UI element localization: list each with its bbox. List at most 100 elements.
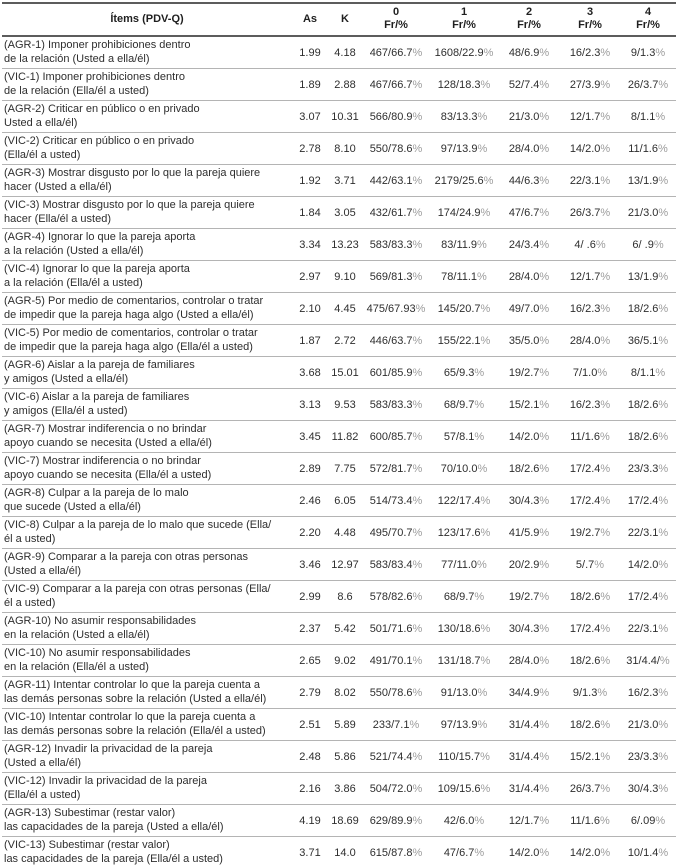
kurtosis-cell: 4.45 xyxy=(334,302,356,315)
fr-3-cell: 28/4.0% xyxy=(569,334,611,347)
percent-sign: % xyxy=(595,238,606,251)
asymmetry-cell: 1.92 xyxy=(299,174,321,187)
fr-4-cell: 18/2.6% xyxy=(627,430,669,443)
fr-2-cell: 19/2.7% xyxy=(508,366,550,379)
fr-1-cell: 57/8.1% xyxy=(443,430,485,443)
kurtosis-cell: 3.71 xyxy=(334,174,356,187)
fr-2-cell: 31/4.4% xyxy=(508,750,550,763)
fr-4-cell: 11/1.6% xyxy=(628,142,668,155)
asymmetry-cell: 2.99 xyxy=(299,590,321,603)
kurtosis-cell: 3.05 xyxy=(334,206,356,219)
fr-3-cell: 11/1.6% xyxy=(570,430,610,443)
percent-sign: % xyxy=(658,398,669,411)
item-label: (VIC-2) Criticar en público o en privado… xyxy=(4,135,195,161)
fr-1-cell: 68/9.7% xyxy=(443,590,485,603)
fr-1-cell: 47/6.7% xyxy=(443,846,485,859)
percent-sign: % xyxy=(480,494,491,507)
table-row: (VIC-12) Invadir la privacidad de la par… xyxy=(2,772,676,805)
fr-3-cell: 18/2.6% xyxy=(569,718,611,731)
fr-1-cell: 83/13.3% xyxy=(440,110,488,123)
asymmetry-cell: 3.68 xyxy=(299,366,321,379)
percent-sign: % xyxy=(658,494,669,507)
percent-sign: % xyxy=(412,206,423,219)
table-body: (AGR-1) Imponer prohibiciones dentro de l… xyxy=(2,36,676,865)
percent-sign: % xyxy=(412,78,423,91)
percent-sign: % xyxy=(658,430,669,443)
fr-2-cell: 48/6.9% xyxy=(508,46,550,59)
fr-4-cell: 6/ .9% xyxy=(632,238,664,251)
fr-1-cell: 65/9.3% xyxy=(443,366,485,379)
item-label: (VIC-12) Invadir la privacidad de la par… xyxy=(4,775,207,801)
percent-sign: % xyxy=(659,654,670,667)
fr-3-cell: 14/2.0% xyxy=(569,142,611,155)
percent-sign: % xyxy=(600,590,611,603)
kurtosis-cell: 3.86 xyxy=(334,782,356,795)
fr-4-cell: 17/2.4% xyxy=(627,590,669,603)
percent-sign: % xyxy=(412,494,423,507)
percent-sign: % xyxy=(600,78,611,91)
item-label: (AGR-8) Culpar a la pareja de lo malo que… xyxy=(4,487,189,513)
table-row: (AGR-11) Intentar controlar lo que la pa… xyxy=(2,676,676,709)
percent-sign: % xyxy=(539,462,550,475)
col-header-k: K xyxy=(341,13,349,25)
col-header-fr3-unit: Fr/% xyxy=(578,19,602,31)
item-label: (VIC-9) Comparar a la pareja con otras p… xyxy=(4,583,271,609)
percent-sign: % xyxy=(539,334,550,347)
fr-2-cell: 18/2.6% xyxy=(508,462,550,475)
percent-sign: % xyxy=(539,686,550,699)
fr-4-cell: 21/3.0% xyxy=(627,206,669,219)
fr-0-cell: 583/83.4% xyxy=(369,558,423,571)
percent-sign: % xyxy=(480,78,491,91)
percent-sign: % xyxy=(658,526,669,539)
fr-2-cell: 47/6.7% xyxy=(508,206,550,219)
fr-3-cell: 4/ .6% xyxy=(574,238,606,251)
percent-sign: % xyxy=(658,622,669,635)
percent-sign: % xyxy=(480,622,491,635)
fr-1-cell: 97/13.9% xyxy=(440,142,488,155)
fr-1-cell: 83/11.9% xyxy=(441,238,487,251)
col-header-fr3-value: 3 xyxy=(586,6,594,18)
fr-3-cell: 16/2.3% xyxy=(569,46,611,59)
percent-sign: % xyxy=(477,110,488,123)
fr-4-cell: 31/4.4/% xyxy=(626,654,670,667)
fr-0-cell: 566/80.9% xyxy=(369,110,423,123)
table-row: (AGR-12) Invadir la privacidad de la par… xyxy=(2,740,676,773)
fr-0-cell: 583/83.3% xyxy=(369,398,423,411)
fr-1-cell: 2179/25.6% xyxy=(434,174,494,187)
fr-4-cell: 21/3.0% xyxy=(627,718,669,731)
asymmetry-cell: 2.20 xyxy=(299,526,321,539)
table-row: (AGR-9) Comparar a la pareja con otras p… xyxy=(2,548,676,581)
percent-sign: % xyxy=(474,846,485,859)
percent-sign: % xyxy=(474,398,485,411)
kurtosis-cell: 7.75 xyxy=(334,462,356,475)
percent-sign: % xyxy=(658,718,669,731)
percent-sign: % xyxy=(539,590,550,603)
asymmetry-cell: 3.13 xyxy=(299,398,321,411)
table-row: (VIC-1) Imponer prohibiciones dentro de l… xyxy=(2,68,676,101)
table-row: (AGR-13) Subestimar (restar valor) las ca… xyxy=(2,804,676,837)
asymmetry-cell: 2.65 xyxy=(299,654,321,667)
kurtosis-cell: 13.23 xyxy=(331,238,359,251)
percent-sign: % xyxy=(474,814,485,827)
percent-sign: % xyxy=(539,110,550,123)
fr-2-cell: 14/2.0% xyxy=(508,430,550,443)
fr-4-cell: 26/3.7% xyxy=(627,78,669,91)
item-label: (AGR-6) Aislar a la pareja de familiares… xyxy=(4,359,195,385)
item-label: (AGR-3) Mostrar disgusto por lo que la p… xyxy=(4,167,261,193)
fr-4-cell: 18/2.6% xyxy=(627,398,669,411)
percent-sign: % xyxy=(412,238,423,251)
percent-sign: % xyxy=(658,142,668,155)
table-row: (VIC-2) Criticar en público o en privado… xyxy=(2,132,676,165)
item-label: (AGR-4) Ignorar lo que la pareja aporta a… xyxy=(4,231,196,257)
percent-sign: % xyxy=(539,302,550,315)
fr-0-cell: 629/89.9% xyxy=(369,814,423,827)
fr-4-cell: 17/2.4% xyxy=(627,494,669,507)
fr-1-cell: 77/11.0% xyxy=(441,558,487,571)
kurtosis-cell: 11.82 xyxy=(331,430,359,443)
percent-sign: % xyxy=(600,654,611,667)
asymmetry-cell: 3.71 xyxy=(299,846,321,859)
percent-sign: % xyxy=(477,558,487,571)
percent-sign: % xyxy=(412,622,423,635)
percent-sign: % xyxy=(409,718,420,731)
